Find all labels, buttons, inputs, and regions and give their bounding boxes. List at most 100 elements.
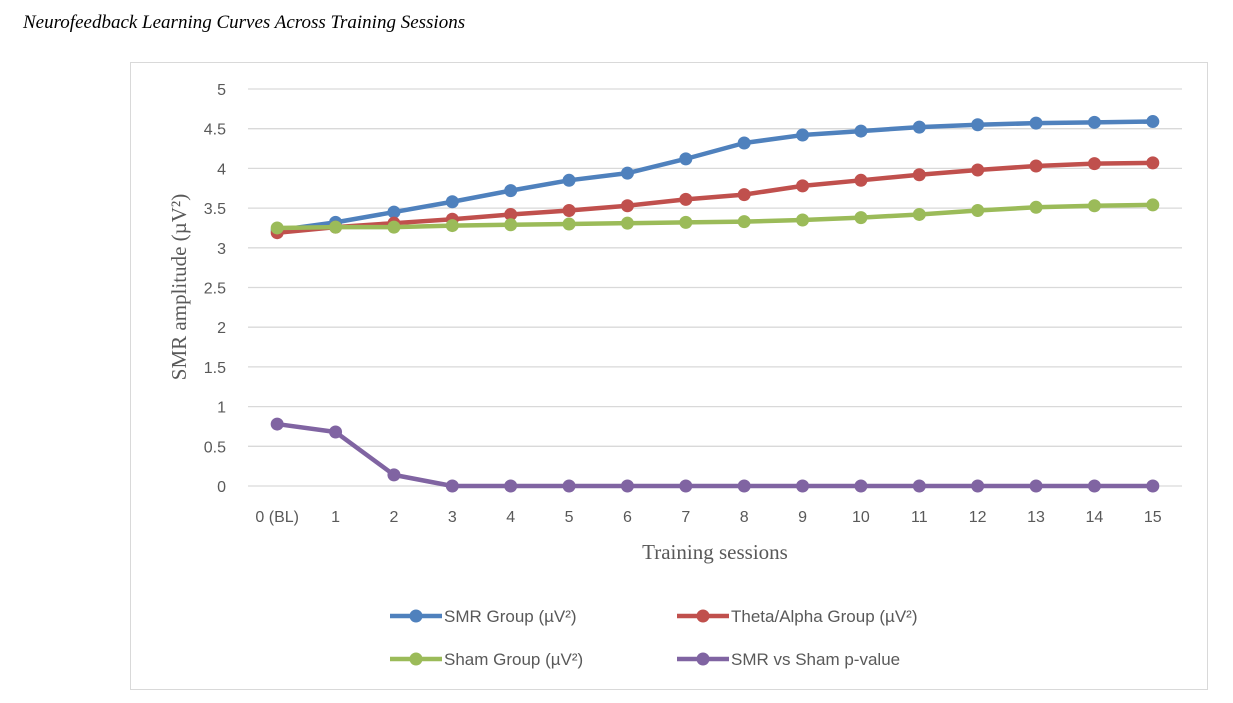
x-axis-title: Training sessions: [642, 540, 788, 564]
data-point: [329, 425, 343, 439]
data-point: [329, 220, 343, 234]
data-point: [387, 468, 401, 482]
data-point: [854, 173, 868, 187]
data-point: [796, 179, 810, 193]
x-tick-label: 9: [798, 509, 807, 526]
data-point: [504, 207, 518, 221]
data-point: [1146, 198, 1160, 212]
data-point: [562, 203, 576, 217]
data-point: [562, 479, 576, 493]
legend-marker-icon: [409, 609, 423, 623]
data-point: [270, 417, 284, 431]
x-tick-label: 5: [565, 509, 574, 526]
series-line: [274, 421, 1156, 489]
legend-label: SMR vs Sham p-value: [731, 650, 900, 669]
data-point: [270, 221, 284, 235]
x-tick-label: 12: [969, 509, 987, 526]
x-tick-label: 14: [1086, 509, 1104, 526]
y-tick-label: 3.5: [204, 201, 226, 218]
data-point: [1029, 200, 1043, 214]
x-tick-label: 6: [623, 509, 632, 526]
legend-item: Theta/Alpha Group (µV²): [677, 607, 918, 626]
data-point: [912, 120, 926, 134]
data-point: [1087, 199, 1101, 213]
data-point: [679, 152, 693, 166]
data-point: [854, 124, 868, 138]
data-point: [1087, 479, 1101, 493]
x-tick-label: 11: [911, 509, 928, 526]
series-0: [270, 115, 1160, 237]
y-tick-label: 4.5: [204, 122, 226, 139]
data-point: [1146, 479, 1160, 493]
legend-label: Theta/Alpha Group (µV²): [731, 607, 918, 626]
data-point: [1146, 115, 1160, 129]
data-point: [504, 184, 518, 198]
x-tick-label: 1: [331, 509, 340, 526]
data-point: [1029, 479, 1043, 493]
data-point: [971, 203, 985, 217]
series-3: [270, 417, 1160, 493]
legend-label: Sham Group (µV²): [444, 650, 583, 669]
data-point: [679, 215, 693, 229]
data-point: [387, 205, 401, 219]
y-tick-label: 1: [217, 400, 226, 417]
series-group: [270, 115, 1160, 493]
legend-label: SMR Group (µV²): [444, 607, 577, 626]
legend-marker-icon: [696, 609, 710, 623]
data-point: [737, 215, 751, 229]
data-point: [796, 213, 810, 227]
legend-marker-icon: [696, 652, 710, 666]
data-point: [504, 479, 518, 493]
data-point: [1029, 116, 1043, 130]
series-2: [270, 198, 1160, 235]
y-tick-label: 2.5: [204, 281, 226, 298]
data-point: [854, 211, 868, 225]
x-tick-label: 8: [740, 509, 749, 526]
data-point: [620, 479, 634, 493]
data-point: [679, 479, 693, 493]
data-point: [445, 195, 459, 209]
y-tick-label: 0: [217, 479, 226, 496]
data-point: [737, 479, 751, 493]
data-point: [737, 136, 751, 150]
data-point: [1146, 156, 1160, 170]
data-point: [796, 128, 810, 142]
data-point: [504, 218, 518, 232]
x-tick-label: 4: [506, 509, 515, 526]
data-point: [679, 192, 693, 206]
data-point: [620, 166, 634, 180]
x-tick-label: 7: [681, 509, 690, 526]
y-axis-title: SMR amplitude (µV²): [167, 194, 191, 380]
data-point: [971, 118, 985, 132]
legend-marker-icon: [409, 652, 423, 666]
data-point: [971, 163, 985, 177]
data-point: [445, 219, 459, 233]
series-line: [274, 202, 1156, 231]
data-point: [912, 207, 926, 221]
y-tick-label: 4: [217, 161, 226, 178]
x-tick-label: 13: [1027, 509, 1045, 526]
data-point: [971, 479, 985, 493]
data-point: [445, 479, 459, 493]
legend: SMR Group (µV²) Theta/Alpha Group (µV²) Sh…: [390, 607, 918, 669]
x-tick-label: 15: [1144, 509, 1162, 526]
x-tick-label: 0 (BL): [255, 509, 299, 526]
y-tick-label: 5: [217, 82, 226, 99]
data-point: [387, 220, 401, 234]
legend-item: Sham Group (µV²): [390, 650, 583, 669]
data-point: [562, 217, 576, 231]
data-point: [1087, 115, 1101, 129]
gridlines: [248, 88, 1182, 487]
figure-title: Neurofeedback Learning Curves Across Tra…: [23, 12, 466, 33]
data-point: [620, 199, 634, 213]
y-tick-label: 3: [217, 241, 226, 258]
series-line: [274, 119, 1156, 233]
data-point: [912, 479, 926, 493]
data-point: [796, 479, 810, 493]
series-line: [274, 160, 1156, 235]
x-tick-label: 10: [852, 509, 870, 526]
y-tick-label: 0.5: [204, 439, 226, 456]
data-point: [562, 173, 576, 187]
data-point: [737, 188, 751, 202]
